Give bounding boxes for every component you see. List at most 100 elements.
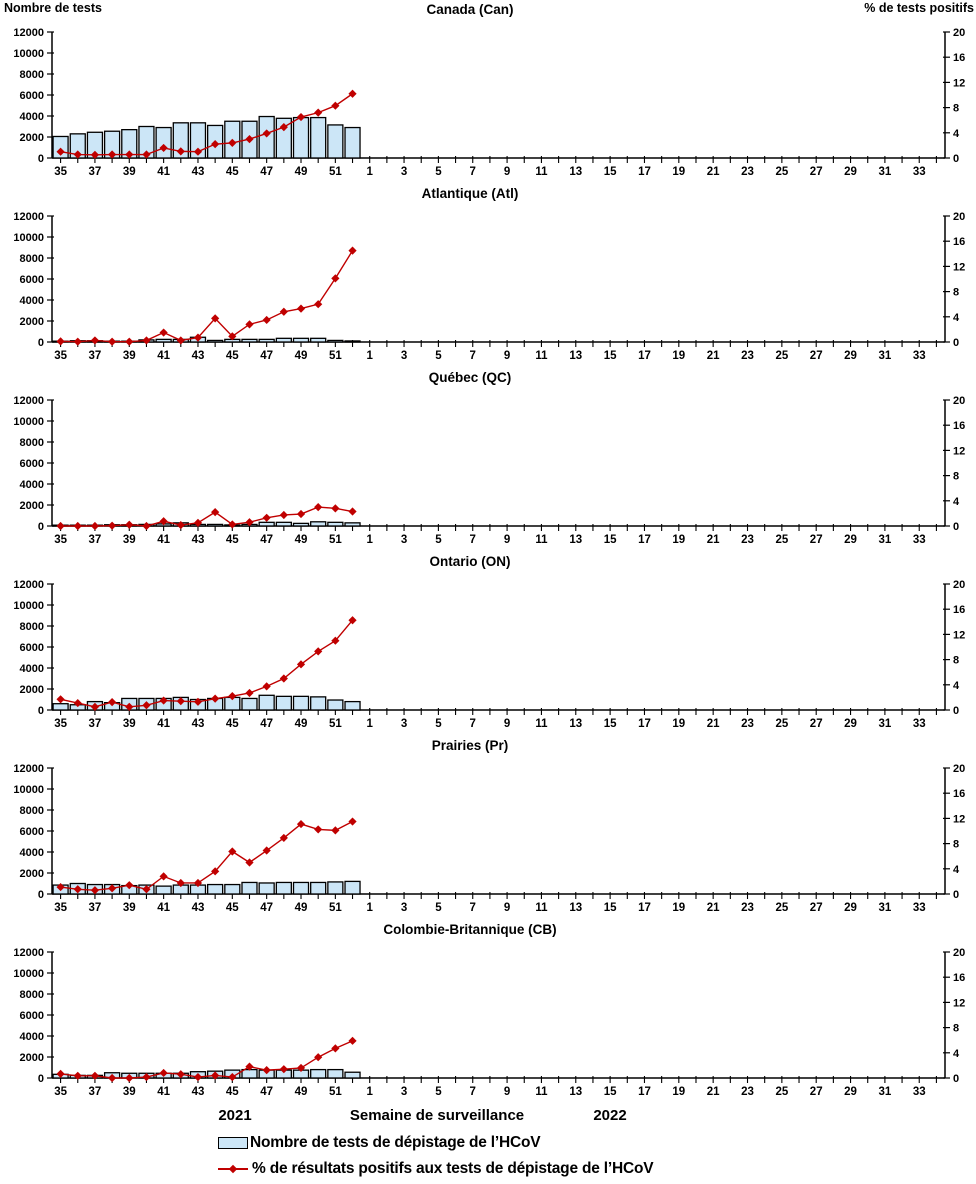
- y-axis-left-label: 12000: [13, 27, 44, 39]
- x-axis-label: 47: [260, 350, 273, 362]
- diamond-marker: [125, 337, 134, 346]
- bar: [241, 697, 258, 711]
- diamond-marker: [193, 878, 203, 888]
- diamond-marker: [296, 509, 306, 519]
- bar: [344, 126, 361, 159]
- x-axis-label: 3: [401, 534, 407, 546]
- diamond-marker: [314, 108, 323, 117]
- diamond-marker: [193, 333, 203, 342]
- diamond-marker: [73, 337, 82, 346]
- x-axis-label: 11: [535, 902, 548, 914]
- y-axis-right-label: 8: [953, 1023, 959, 1035]
- x-axis-label: 13: [569, 718, 582, 730]
- bar: [206, 883, 224, 895]
- diamond-marker: [73, 521, 82, 531]
- y-axis-left-ticks: 0 2000 4000 6000 8000 10000 12000: [13, 763, 54, 901]
- positivity-line: [60, 820, 353, 891]
- diamond-marker: [176, 697, 185, 706]
- diamond-marker: [296, 304, 306, 313]
- x-axis-label: 47: [260, 1086, 273, 1098]
- x-axis-label: 11: [535, 350, 548, 362]
- x-axis-label: 43: [192, 1086, 205, 1098]
- y-axis-left-label: 2000: [20, 316, 44, 328]
- panel-title: Atlantique (Atl): [421, 186, 519, 201]
- x-axis-label: 13: [569, 1086, 582, 1098]
- y-axis-left-ticks: 0 2000 4000 6000 8000 10000 12000: [13, 947, 54, 1085]
- right-axis-title: % de tests positifs: [864, 1, 974, 15]
- legend-tests-label: Nombre de tests de dépistage de l’HCoV: [250, 1134, 541, 1151]
- x-axis-ticks: 35 37 39 41 43 45 47 49 51 1 3 5 7 9 11 13 15 17 19 21 23 25 2…: [54, 708, 937, 730]
- diamond-marker: [125, 520, 134, 529]
- y-axis-left-label: 4000: [20, 663, 44, 675]
- bar: [275, 695, 292, 711]
- x-axis-label: 11: [535, 166, 548, 178]
- diamond-marker: [262, 682, 271, 691]
- x-axis-caption-row: 2021 Semaine de surveillance 2022: [0, 1104, 976, 1130]
- tests-bars: [52, 115, 361, 159]
- x-axis-label: 15: [604, 350, 617, 362]
- diamond-marker: [159, 328, 168, 337]
- x-axis-label: 1: [366, 718, 373, 730]
- diamond-marker: [211, 508, 220, 517]
- x-axis-label: 45: [226, 902, 239, 914]
- y-axis-right-ticks: 0 4 8 12 16 20: [943, 763, 965, 901]
- x-axis-label: 35: [54, 166, 67, 178]
- x-axis-label: 49: [295, 534, 308, 546]
- x-axis-label: 37: [89, 1086, 102, 1098]
- diamond-marker: [108, 698, 117, 707]
- x-axis-ticks: 35 37 39 41 43 45 47 49 51 1 3 5 7 9 11 13 15 17 19 21 23 25 2…: [54, 340, 937, 362]
- diamond-marker: [348, 89, 357, 98]
- diamond-marker: [245, 134, 254, 144]
- bar: [258, 882, 275, 895]
- y-axis-left-label: 8000: [20, 437, 44, 449]
- diamond-marker: [90, 336, 100, 345]
- x-axis-label: 1: [366, 166, 373, 178]
- diamond-marker: [314, 300, 323, 309]
- panel-title: Colombie-Britannique (CB): [383, 922, 557, 937]
- x-axis-label: 9: [504, 534, 510, 546]
- x-axis-label: 37: [89, 718, 102, 730]
- x-axis-label: 39: [123, 718, 136, 730]
- x-axis-label: 17: [638, 534, 651, 546]
- y-axis-right-label: 12: [953, 997, 965, 1009]
- legend-positivity-label: % de résultats positifs aux tests de dép…: [252, 1160, 654, 1177]
- bar: [258, 521, 275, 527]
- x-axis-label: 29: [844, 1086, 857, 1098]
- x-axis-label: 23: [741, 166, 754, 178]
- diamond-marker: [142, 1072, 151, 1082]
- y-axis-left-label: 12000: [13, 395, 44, 407]
- diamond-marker: [262, 513, 271, 522]
- bar: [206, 339, 224, 343]
- y-axis-left-label: 4000: [20, 1031, 44, 1043]
- diamond-marker: [56, 695, 65, 704]
- x-axis-label: 47: [260, 718, 273, 730]
- y-axis-left-ticks: 0 2000 4000 6000 8000 10000 12000: [13, 395, 54, 533]
- x-axis-label: 11: [535, 718, 548, 730]
- x-axis-label: 23: [741, 534, 754, 546]
- x-axis-label: 19: [672, 534, 685, 546]
- x-axis-label: 13: [569, 350, 582, 362]
- diamond-marker: [331, 101, 340, 110]
- panel-title: Prairies (Pr): [431, 738, 509, 753]
- x-axis-label: 19: [672, 350, 685, 362]
- x-axis-label: 15: [604, 902, 617, 914]
- y-axis-right-label: 20: [953, 579, 965, 591]
- x-axis-label: 33: [913, 718, 926, 730]
- x-axis-label: 25: [775, 718, 788, 730]
- x-axis-label: 39: [123, 902, 136, 914]
- diamond-marker: [56, 521, 65, 531]
- diamond-marker: [331, 504, 340, 513]
- y-axis-right-label: 8: [953, 287, 959, 299]
- tests-bars: [52, 880, 361, 895]
- legend: Nombre de tests de dépistage de l’HCoV %…: [0, 1130, 976, 1182]
- panel-prairies: Prairies (Pr) 0 2000 4000 6000 8000 10000 1200…: [0, 736, 976, 920]
- bar: [292, 881, 310, 895]
- diamond-marker: [245, 320, 254, 329]
- diamond-marker: [211, 867, 220, 876]
- x-axis-label: 31: [878, 718, 891, 730]
- x-axis-label: 17: [638, 1086, 651, 1098]
- bar: [292, 522, 310, 527]
- x-axis-label: 49: [295, 1086, 308, 1098]
